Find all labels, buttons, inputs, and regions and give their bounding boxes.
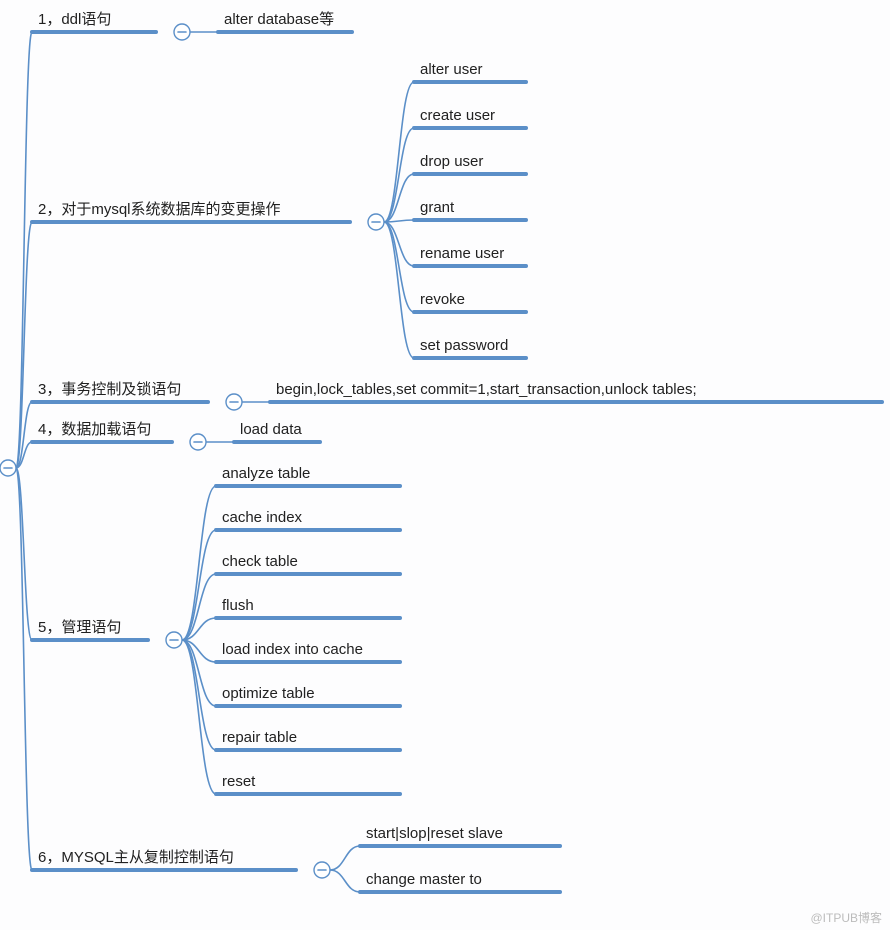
watermark: @ITPUB博客 <box>810 910 882 925</box>
leaf-b5c3-label: check table <box>222 553 298 570</box>
leaf-b4c1-label: load data <box>240 421 302 438</box>
leaf-b2c6-label: revoke <box>420 291 465 308</box>
connector-root-b1 <box>16 32 32 468</box>
connector-b5-b5c8 <box>182 640 216 794</box>
branch-b4-label: 4，数据加载语句 <box>38 421 151 438</box>
connector-b5-b5c1 <box>182 486 216 640</box>
leaf-b2c2-label: create user <box>420 107 495 124</box>
leaf-b5c4-label: flush <box>222 597 254 614</box>
leaf-b1c1-label: alter database等 <box>224 10 334 28</box>
leaf-b5c1-label: analyze table <box>222 465 310 482</box>
leaf-b5c8-label: reset <box>222 773 256 790</box>
leaf-b2c7-label: set password <box>420 337 508 354</box>
leaf-b3c1-label: begin,lock_tables,set commit=1,start_tra… <box>276 381 697 398</box>
connector-b2-b2c3 <box>384 174 414 222</box>
leaf-b2c3-label: drop user <box>420 153 483 170</box>
connector-b5-b5c7 <box>182 640 216 750</box>
branch-b2-label: 2，对于mysql系统数据库的变更操作 <box>38 201 281 218</box>
branch-b3-label: 3，事务控制及锁语句 <box>38 381 181 398</box>
mindmap-diagram: 1，ddl语句 alter database等 2，对于mysql系统数据库的变更操… <box>0 0 890 930</box>
leaf-b5c6-label: optimize table <box>222 685 315 702</box>
leaf-b6c1-label: start|slop|reset slave <box>366 825 503 842</box>
connector-b5-b5c2 <box>182 530 216 640</box>
leaf-b5c2-label: cache index <box>222 509 303 526</box>
leaf-b5c7-label: repair table <box>222 729 297 746</box>
connector-b6-b6c1 <box>330 846 360 870</box>
leaf-b2c1-label: alter user <box>420 61 483 78</box>
leaf-b6c2-label: change master to <box>366 871 482 888</box>
connector-root-b6 <box>16 468 32 870</box>
leaf-b2c4-label: grant <box>420 199 455 216</box>
leaf-b5c5-label: load index into cache <box>222 641 363 658</box>
branch-b1-label: 1，ddl语句 <box>38 11 111 28</box>
branch-b6-label: 6，MYSQL主从复制控制语句 <box>38 848 234 866</box>
connector-b2-b2c1 <box>384 82 414 222</box>
branch-b5-label: 5，管理语句 <box>38 619 121 636</box>
connector-b2-b2c6 <box>384 222 414 312</box>
connector-b6-b6c2 <box>330 870 360 892</box>
leaf-b2c5-label: rename user <box>420 245 504 262</box>
